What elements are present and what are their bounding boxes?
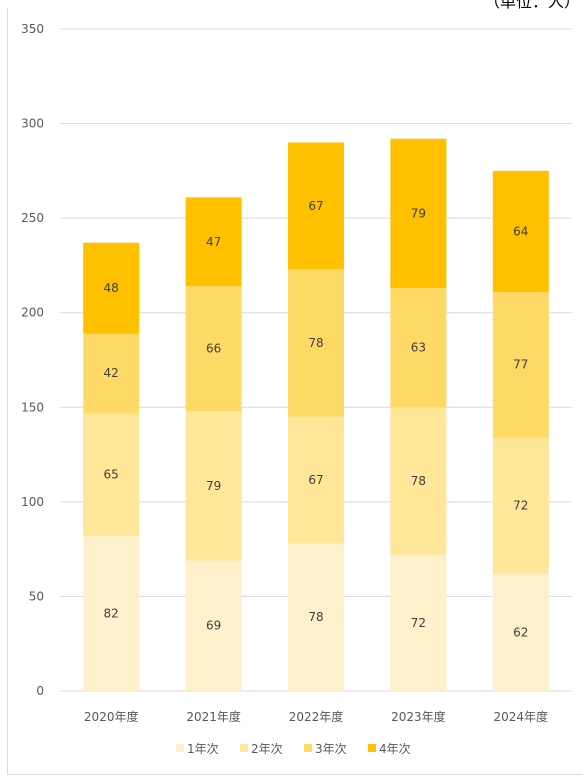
bar-segment xyxy=(83,535,140,691)
data-label: 42 xyxy=(104,366,119,380)
legend-swatch xyxy=(304,744,312,752)
data-label: 69 xyxy=(206,619,221,633)
x-tick-label: 2024年度 xyxy=(494,709,549,724)
data-label: 64 xyxy=(513,224,528,238)
data-label: 78 xyxy=(411,474,426,488)
data-label: 72 xyxy=(513,499,528,513)
y-tick-label: 100 xyxy=(21,495,44,509)
bar-segment xyxy=(492,170,549,292)
legend-label: 4年次 xyxy=(379,742,411,756)
data-label: 65 xyxy=(104,467,119,481)
bar-segment xyxy=(185,197,242,287)
bar-segment xyxy=(288,543,344,691)
bar-segment xyxy=(288,416,344,544)
x-tick-label: 2020年度 xyxy=(84,709,139,724)
bar-segment xyxy=(492,573,549,691)
bar-segment xyxy=(390,407,447,555)
bar-segment xyxy=(288,269,344,417)
y-tick-label: 50 xyxy=(29,589,44,603)
bar-segment xyxy=(492,291,549,438)
bar-segment xyxy=(185,286,242,412)
legend: 1年次 2年次 3年次 4年次 xyxy=(176,742,411,756)
data-label: 79 xyxy=(206,479,221,493)
y-axis-ticks: 0 50 100 150 200 250 300 350 xyxy=(21,22,44,698)
data-label: 47 xyxy=(206,235,221,249)
bar-segment xyxy=(83,333,140,413)
data-label: 66 xyxy=(206,342,221,356)
y-tick-label: 250 xyxy=(21,211,44,225)
y-tick-label: 150 xyxy=(21,400,44,414)
bar-segment xyxy=(390,288,447,408)
data-label: 48 xyxy=(104,281,119,295)
data-label: 82 xyxy=(104,606,119,620)
y-tick-label: 0 xyxy=(36,684,44,698)
bar-segment xyxy=(288,142,344,270)
data-label: 67 xyxy=(308,199,323,213)
y-tick-label: 350 xyxy=(21,22,44,36)
chart-frame xyxy=(7,8,583,775)
data-label: 63 xyxy=(411,341,426,355)
legend-swatch xyxy=(176,744,184,752)
bars xyxy=(83,138,549,691)
unit-label: （単位：人） xyxy=(483,0,580,11)
data-label: 79 xyxy=(411,206,426,220)
legend-label: 2年次 xyxy=(251,742,283,756)
bar-segment xyxy=(83,242,140,334)
y-tick-label: 300 xyxy=(21,117,44,131)
bar-segment xyxy=(390,138,447,289)
data-labels: 82 65 42 48 69 79 66 47 78 67 78 67 72 78 63 79 62 72 77 64 xyxy=(104,199,529,640)
bar-segment xyxy=(390,554,447,691)
data-label: 62 xyxy=(513,625,528,639)
x-tick-label: 2022年度 xyxy=(289,709,344,724)
legend-label: 3年次 xyxy=(315,742,347,756)
x-tick-label: 2023年度 xyxy=(391,709,446,724)
y-tick-label: 200 xyxy=(21,306,44,320)
data-label: 67 xyxy=(308,473,323,487)
bar-segment xyxy=(185,560,242,691)
data-label: 77 xyxy=(513,358,528,372)
legend-swatch xyxy=(368,744,376,752)
x-tick-label: 2021年度 xyxy=(186,709,241,724)
legend-swatch xyxy=(240,744,248,752)
legend-label: 1年次 xyxy=(187,742,219,756)
data-label: 78 xyxy=(308,610,323,624)
bar-segment xyxy=(83,412,140,536)
data-label: 78 xyxy=(308,336,323,350)
data-label: 72 xyxy=(411,616,426,630)
bar-segment xyxy=(185,411,242,561)
bar-segment xyxy=(492,437,549,574)
x-axis-ticks: 2020年度 2021年度 2022年度 2023年度 2024年度 xyxy=(84,709,548,724)
